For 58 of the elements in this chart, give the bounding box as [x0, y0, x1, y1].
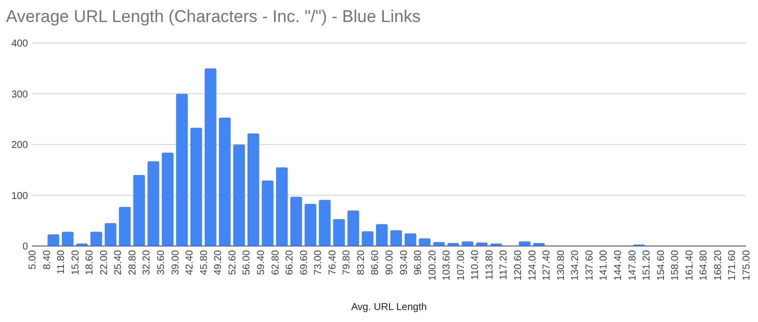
x-tick-label: 35.60	[156, 250, 168, 276]
x-tick-label: 130.80	[556, 250, 567, 281]
x-tick-label: 69.60	[298, 250, 310, 276]
x-tick-label: 154.60	[656, 250, 667, 281]
x-tick-label: 90.00	[384, 250, 396, 276]
x-tick-label: 120.60	[513, 250, 524, 281]
x-tick-label: 144.40	[612, 250, 624, 281]
x-tick-label: 86.60	[370, 250, 382, 276]
x-tick-label: 137.60	[584, 250, 596, 281]
x-tick-label: 11.80	[56, 250, 68, 274]
x-tick-label: 22.00	[98, 250, 110, 276]
x-tick-label: 32.20	[142, 250, 153, 276]
y-tick-label: 100	[11, 190, 28, 202]
x-tick-label: 175.00	[742, 250, 752, 281]
x-tick-label: 117.20	[498, 250, 510, 280]
x-tick-label: 18.60	[84, 250, 96, 276]
x-tick-label: 164.80	[698, 250, 710, 281]
x-tick-label: 168.20	[712, 250, 724, 281]
y-tick-label: 0	[22, 242, 28, 252]
x-tick-label: 49.20	[213, 250, 224, 276]
x-tick-label: 59.40	[256, 250, 267, 276]
x-tick-label: 171.60	[727, 250, 738, 281]
x-tick-label: 161.40	[684, 250, 696, 281]
x-tick-label: 158.00	[670, 250, 682, 281]
x-tick-label: 124.00	[527, 250, 538, 281]
x-tick-label: 151.20	[642, 250, 653, 281]
x-tick-label: 8.40	[42, 250, 53, 270]
y-tick-label: 200	[11, 140, 28, 151]
x-tick-label: 147.80	[627, 250, 638, 281]
x-tick-label: 110.40	[470, 250, 482, 280]
y-tick-label: 300	[11, 89, 28, 100]
x-tick-label: 56.00	[242, 250, 253, 276]
x-tick-label: 127.40	[542, 250, 553, 281]
x-tick-label: 134.20	[570, 250, 582, 281]
x-tick-label: 52.60	[227, 250, 238, 276]
x-tick-label: 25.40	[113, 250, 124, 276]
x-tick-label: 39.00	[170, 250, 182, 276]
x-tick-label: 42.40	[184, 250, 196, 276]
x-axis-title: Avg. URL Length	[351, 302, 427, 313]
x-tick-label: 5.00	[28, 250, 38, 270]
x-tick-label: 107.00	[456, 250, 467, 281]
x-tick-label: 100.20	[427, 250, 438, 281]
x-tick-label: 66.20	[284, 250, 296, 276]
x-tick-label: 83.20	[356, 250, 367, 276]
x-tick-label: 15.20	[70, 250, 82, 276]
x-tick-label: 28.80	[127, 250, 138, 276]
x-tick-label: 62.80	[270, 250, 282, 276]
x-tick-label: 113.80	[484, 250, 496, 280]
x-tick-label: 93.40	[398, 250, 410, 276]
x-tick-label: 73.00	[313, 250, 324, 276]
x-tick-label: 103.60	[442, 250, 453, 281]
y-tick-label: 400	[11, 38, 28, 50]
x-tick-label: 96.80	[413, 250, 424, 276]
x-tick-label: 45.80	[198, 250, 210, 276]
x-tick-label: 141.00	[598, 250, 610, 281]
x-tick-label: 76.40	[327, 250, 338, 276]
chart-title: Average URL Length (Characters - Inc. "/") - Blue Links	[6, 7, 421, 26]
x-tick-label: 79.80	[342, 250, 353, 276]
